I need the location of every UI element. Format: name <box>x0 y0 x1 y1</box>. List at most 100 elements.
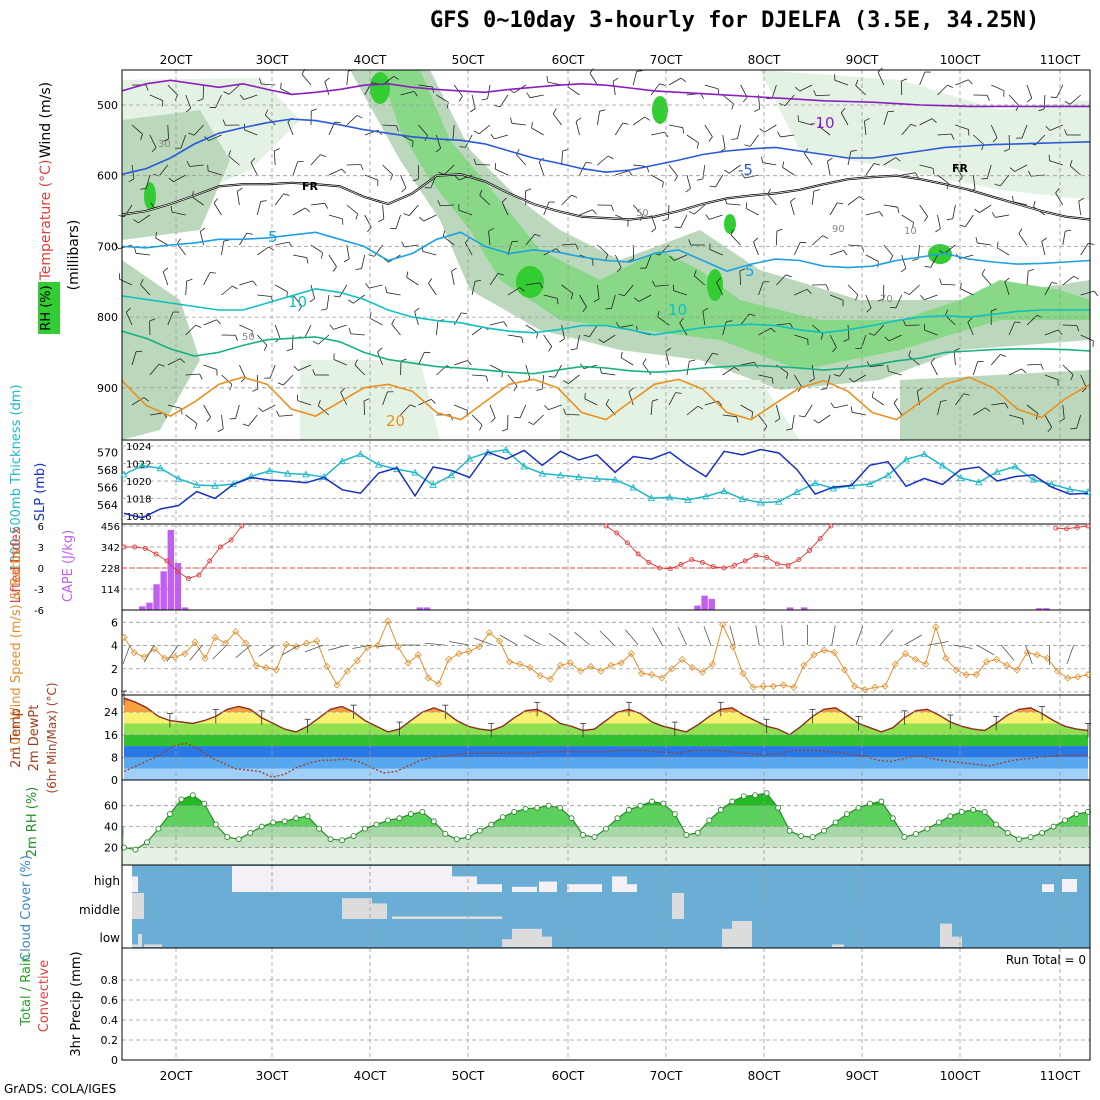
wind-speed-point <box>881 682 889 690</box>
upper-wind-barb <box>722 321 727 336</box>
lifted-index-point <box>175 569 181 574</box>
cloud-row-label-middle: middle <box>79 903 120 917</box>
upper-wind-barb <box>668 164 678 177</box>
upper-wind-barb <box>704 353 713 366</box>
wind-speed-point <box>242 639 250 647</box>
upper-wind-barb <box>1062 231 1066 246</box>
upper-wind-barb <box>138 214 151 224</box>
rh-point <box>660 800 667 807</box>
cloud-row-label-high: high <box>94 874 120 888</box>
upper-wind-barb <box>786 372 789 379</box>
upper-wind-barb <box>669 255 675 261</box>
cloud-fraction-bar <box>1042 884 1054 892</box>
surface-wind-barb <box>499 634 518 646</box>
upper-wind-barb <box>293 365 299 371</box>
wind-speed-point <box>232 628 240 636</box>
thickness-point <box>1066 485 1074 493</box>
rh-point <box>648 798 655 805</box>
upper-wind-barb <box>575 117 582 122</box>
cloud-fraction-bar <box>342 898 372 919</box>
upper-wind-barb <box>409 404 416 408</box>
rh-point <box>1050 823 1057 830</box>
upper-wind-barb <box>782 167 795 176</box>
upper-wind-barb <box>813 90 817 96</box>
upper-wind-barb <box>562 148 569 152</box>
upper-wind-barb <box>786 428 793 431</box>
lifted-index-point <box>185 576 191 581</box>
upper-wind-barb <box>745 208 759 216</box>
rh-point <box>671 811 678 818</box>
cloud-fraction-bar <box>132 893 144 919</box>
lifted-index-line <box>124 525 243 580</box>
upper-wind-barb <box>853 374 867 383</box>
surface-wind-barb <box>523 634 542 646</box>
upper-wind-barb <box>291 334 294 350</box>
upper-wind-barb <box>292 207 306 216</box>
upper-wind-barb <box>991 212 996 218</box>
pressure-tick-label: 800 <box>97 311 118 324</box>
wind-speed-point <box>475 643 483 651</box>
upper-wind-barb <box>937 174 949 184</box>
upper-wind-barb <box>944 309 949 316</box>
upper-wind-barb <box>715 174 724 188</box>
temp-color-band <box>124 700 1088 713</box>
surface-wind-barb <box>189 644 203 661</box>
upper-wind-barb <box>759 128 765 133</box>
upper-wind-barb <box>552 108 557 115</box>
upper-wind-barb <box>428 283 437 296</box>
upper-wind-barb <box>955 393 964 406</box>
upper-wind-barb <box>667 204 670 220</box>
upper-wind-barb <box>674 175 678 182</box>
upper-wind-barb <box>607 155 614 160</box>
upper-wind-barb <box>440 204 455 207</box>
upper-wind-barb <box>628 391 634 406</box>
upper-wind-barb <box>864 121 867 136</box>
upper-wind-barb <box>953 351 956 366</box>
upper-wind-barb <box>377 347 383 353</box>
rh-point <box>1004 829 1011 836</box>
upper-wind-barb <box>239 364 246 378</box>
precip-tick-label: 0 <box>111 1054 118 1067</box>
upper-wind-barb <box>252 280 257 286</box>
upper-wind-barb <box>382 124 397 127</box>
cape-tick-label: 228 <box>101 564 120 575</box>
dewpoint-line <box>123 742 1088 778</box>
upper-wind-barb <box>1055 192 1064 206</box>
upper-wind-barb <box>310 284 316 299</box>
upper-wind-barb <box>418 84 433 88</box>
upper-wind-barb <box>561 284 574 294</box>
upper-wind-barb <box>675 392 682 394</box>
upper-wind-barb <box>435 148 441 153</box>
upper-wind-barb <box>685 188 691 193</box>
upper-wind-barb <box>118 215 125 218</box>
upper-wind-barb <box>840 107 846 114</box>
upper-wind-barb <box>213 202 222 216</box>
run-total-label: Run Total = 0 <box>1006 953 1086 967</box>
upper-wind-barb <box>364 174 378 181</box>
wind-speed-point <box>556 661 564 669</box>
upper-wind-barb <box>414 307 420 312</box>
upper-wind-barb <box>597 284 600 299</box>
upper-wind-barb <box>864 117 870 122</box>
upper-wind-barb <box>257 246 269 256</box>
temperature-contour <box>121 79 1090 108</box>
upper-wind-barb <box>740 404 753 413</box>
rh-high-cell <box>652 96 668 124</box>
upper-wind-barb <box>274 324 281 339</box>
thickness-point <box>665 493 674 501</box>
upper-wind-barb <box>992 137 998 143</box>
upper-wind-barb <box>391 318 396 325</box>
upper-wind-barb <box>559 338 565 343</box>
temp-tick-label: 24 <box>104 706 118 719</box>
upper-wind-barb <box>869 364 884 368</box>
thickness-point <box>120 470 128 478</box>
upper-wind-barb <box>945 314 956 326</box>
slp-tick-label: 1024 <box>126 442 151 453</box>
upper-wind-barb <box>985 407 991 412</box>
upper-wind-barb <box>386 292 401 296</box>
upper-wind-barb <box>131 124 143 135</box>
upper-wind-barb <box>575 243 579 250</box>
upper-wind-barb <box>401 187 407 193</box>
upper-wind-barb <box>1065 229 1072 232</box>
wind-speed-point <box>871 683 879 691</box>
